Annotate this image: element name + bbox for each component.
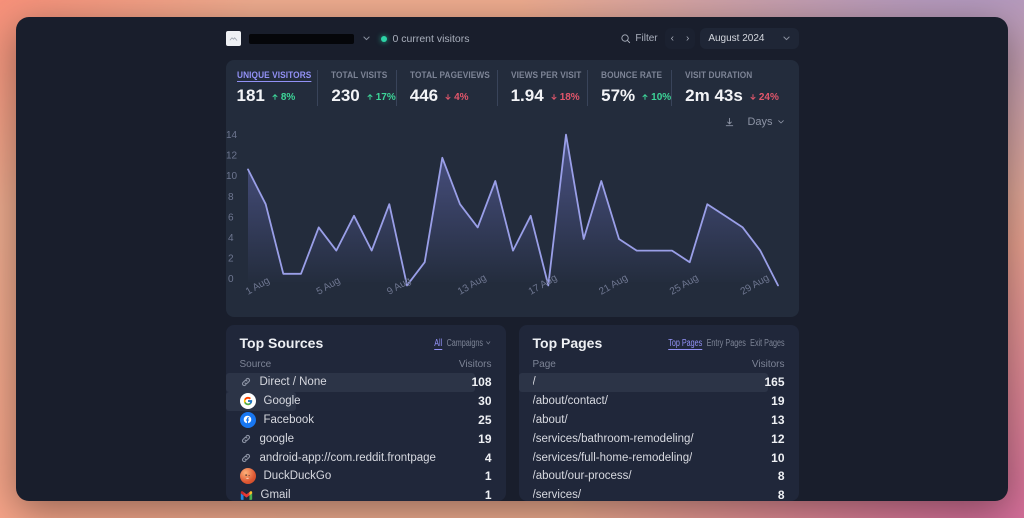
svg-text:0: 0 [228, 274, 234, 285]
svg-text:4: 4 [228, 233, 234, 244]
svg-text:10: 10 [226, 171, 238, 182]
svg-text:6: 6 [228, 212, 234, 223]
svg-text:12: 12 [226, 151, 238, 162]
svg-text:2: 2 [228, 254, 234, 265]
svg-text:8: 8 [228, 192, 234, 203]
svg-text:14: 14 [226, 130, 238, 141]
